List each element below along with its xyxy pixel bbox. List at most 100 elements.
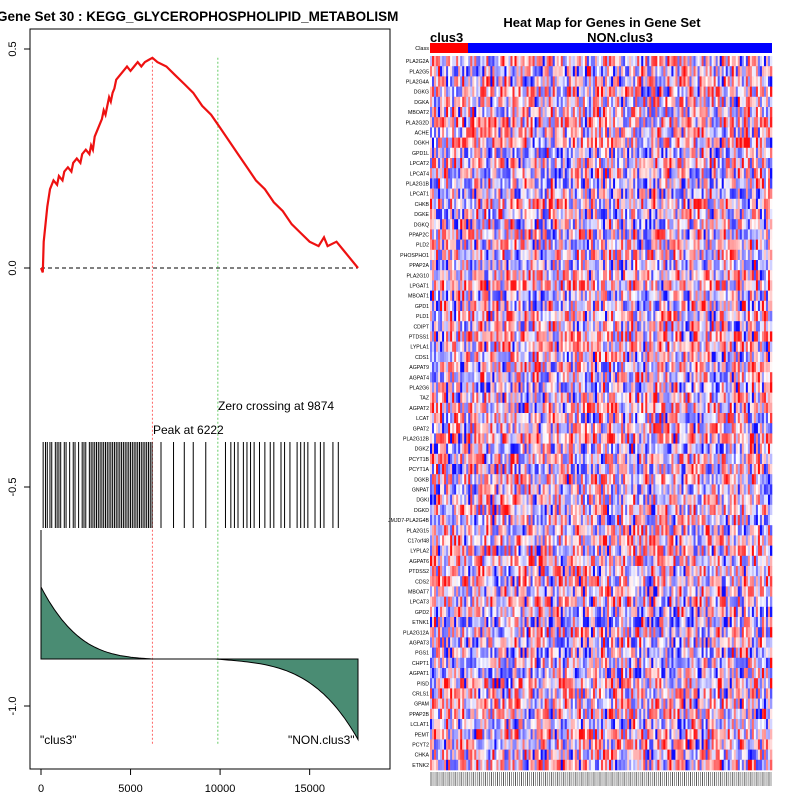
heatmap-cell [701,86,704,98]
heatmap-cell [462,198,465,210]
heatmap-cell [562,260,566,271]
heatmap-cell [584,168,588,179]
heatmap-cell [681,270,684,281]
heatmap-cell [522,56,525,67]
heatmap-cell [526,76,529,87]
heatmap-cell [719,56,722,67]
heatmap-cell [524,260,527,271]
left-class-label: "clus3" [40,733,77,747]
heatmap-cell [548,137,551,149]
heatmap-cell [570,321,574,332]
heatmap-cell [438,147,441,159]
heatmap-cell [753,178,757,189]
heatmap-cell [601,66,604,77]
heatmap-cell [703,178,706,189]
heatmap-cell [605,137,608,149]
heatmap-cell [464,229,467,240]
heatmap-cell [623,56,626,67]
heatmap-cell [444,219,447,230]
heatmap-cell [576,249,580,261]
heatmap-cell [482,331,485,342]
heatmap-cell [655,300,658,312]
heatmap-cell [450,198,453,210]
heatmap-cell [709,178,712,189]
heatmap-cell [751,168,755,179]
heatmap-cell [695,76,698,87]
heatmap-cell [711,219,714,230]
heatmap-cell [452,178,455,189]
heatmap-cell [687,321,690,332]
heatmap-cell [737,260,741,271]
heatmap-cell [550,198,554,210]
heatmap-cell [661,239,664,251]
heatmap-cell [430,321,433,332]
heatmap-cell [572,107,576,118]
heatmap-cell [476,239,479,251]
heatmap-cell [731,229,735,240]
heatmap-cell [641,86,644,98]
heatmap-cell [572,117,576,128]
heatmap-cell [432,127,435,138]
heatmap-cell [763,158,767,169]
heatmap-cell [478,209,481,220]
heatmap-cell [729,300,733,312]
heatmap-cell [633,311,636,322]
heatmap-cell [490,147,493,159]
heatmap-cell [699,127,702,138]
heatmap-cell [532,321,535,332]
heatmap-cell [520,300,523,312]
heatmap-cell [749,188,753,200]
heatmap-cell [661,229,664,240]
heatmap-cell [516,260,519,271]
heatmap-cell [629,168,632,179]
heatmap-cell [590,147,594,159]
heatmap-cell [665,168,668,179]
heatmap-cell [534,168,537,179]
heatmap-cell [711,178,714,189]
heatmap-cell [631,331,634,342]
heatmap-cell [456,331,459,342]
heatmap-cell [436,198,439,210]
heatmap-cell [747,239,751,251]
heatmap-cell [460,280,463,291]
heatmap-cell [448,117,451,128]
heatmap-cell [691,300,694,312]
heatmap-cell [673,117,676,128]
heatmap-cell [558,56,562,67]
heatmap-cell [735,147,739,159]
heatmap-cell [522,158,525,169]
heatmap-cell [617,96,620,108]
heatmap-cell [663,229,666,240]
heatmap-cell [617,331,620,342]
heatmap-cell [508,86,511,98]
heatmap-cell [546,158,549,169]
heatmap-cell [667,127,670,138]
heatmap-cell [739,229,743,240]
heatmap-cell [731,219,735,230]
heatmap-cell [576,229,580,240]
heatmap-cell [687,270,690,281]
heatmap-cell [552,270,556,281]
heatmap-cell [639,341,642,353]
heatmap-cell [643,198,646,210]
class-row-label: Class [415,46,429,52]
heatmap-cell [663,280,666,291]
heatmap-cell [558,107,562,118]
heatmap-cell [723,178,727,189]
heatmap-cell [703,107,706,118]
heatmap-cell [478,56,481,67]
heatmap-cell [697,96,700,108]
heatmap-cell [683,127,686,138]
class-bar-non-clus3 [468,43,772,53]
heatmap-cell [432,66,435,77]
heatmap-cell [733,321,737,332]
heatmap-cell [446,147,449,159]
heatmap-cell [659,341,662,353]
heatmap-cell [701,260,704,271]
heatmap-cell [763,86,767,98]
heatmap-cell [514,300,517,312]
heatmap-cell [556,76,560,87]
heatmap-cell [464,158,467,169]
heatmap-cell [723,249,727,261]
heatmap-cell [623,188,626,200]
